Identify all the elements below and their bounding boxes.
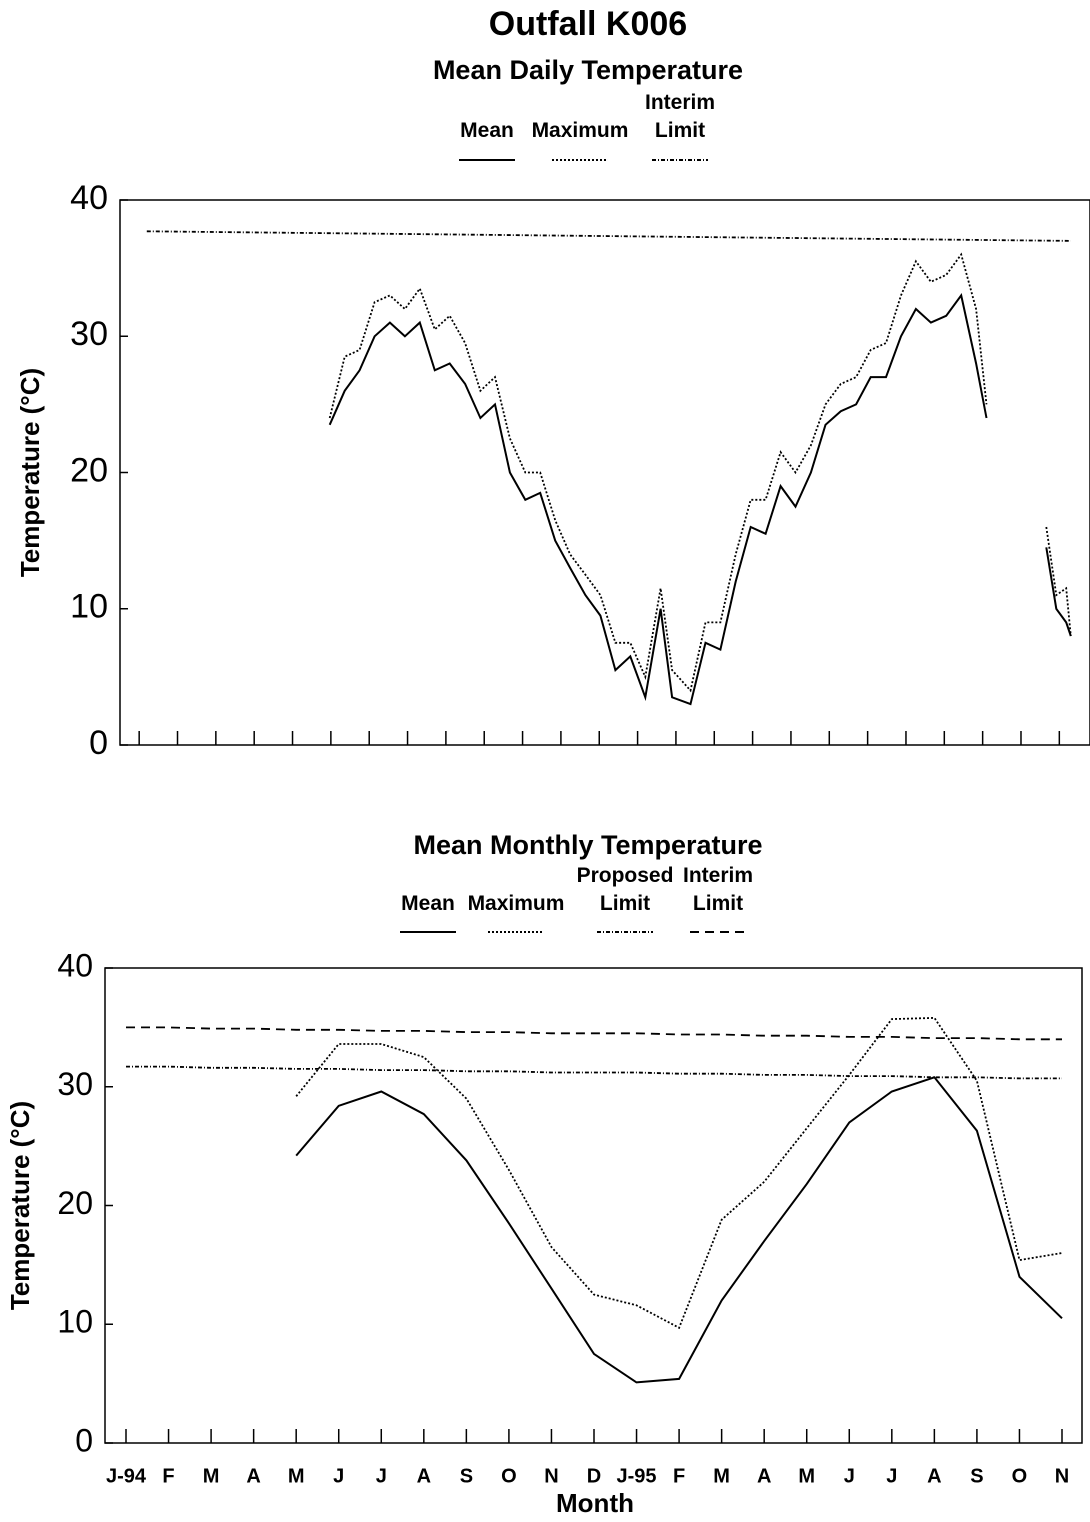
y-axis-label: Temperature (°C) (5, 1101, 35, 1310)
x-tick-label: S (970, 1465, 983, 1487)
y-tick-label: 10 (57, 1304, 93, 1340)
y-tick-label: 0 (75, 1422, 93, 1458)
x-tick-label: J (376, 1465, 387, 1487)
x-tick-label: F (162, 1465, 174, 1487)
legend-label: Mean (401, 892, 455, 915)
y-tick-label: 40 (57, 947, 93, 983)
x-tick-label: J (333, 1465, 344, 1487)
y-tick-label: 40 (70, 179, 108, 217)
legend-label: Maximum (531, 119, 629, 142)
series-line (295, 1076, 1063, 1384)
legend-label: Maximum (467, 892, 565, 915)
x-tick-label: M (288, 1465, 305, 1487)
x-tick-label: A (246, 1465, 260, 1487)
y-tick-label: 20 (57, 1185, 93, 1221)
y-tick-label: 30 (70, 315, 108, 353)
y-axis-label: Temperature (°C) (15, 368, 45, 577)
x-tick-label: O (501, 1465, 517, 1487)
plot-frame (104, 967, 1083, 1444)
x-tick-label: A (927, 1465, 941, 1487)
y-tick-label: 10 (70, 588, 108, 626)
series-line (328, 252, 1072, 693)
series-line (126, 1065, 1062, 1080)
x-tick-label: J-95 (617, 1465, 657, 1487)
legend-label: Interim Limit (644, 91, 715, 142)
x-tick-label: A (757, 1465, 771, 1487)
plot-frame (119, 199, 1090, 746)
page-title: Outfall K006 (489, 5, 687, 43)
x-tick-label: O (1012, 1465, 1028, 1487)
x-tick-label: M (203, 1465, 220, 1487)
series-line (295, 1016, 1063, 1330)
x-tick-label: S (460, 1465, 473, 1487)
chart-title: Mean Daily Temperature (433, 55, 743, 85)
x-tick-label: N (544, 1465, 558, 1487)
x-tick-label: M (713, 1465, 730, 1487)
legend-label: Proposed Limit (576, 864, 674, 915)
x-axis-label: Month (556, 1488, 634, 1518)
x-tick-label: J-94 (106, 1465, 147, 1487)
legend-label: Mean (460, 119, 514, 142)
series-line (328, 293, 1072, 706)
x-tick-label: F (673, 1465, 685, 1487)
chart-title: Mean Monthly Temperature (413, 830, 762, 860)
x-tick-label: J (886, 1465, 897, 1487)
x-tick-label: A (417, 1465, 431, 1487)
y-tick-label: 0 (89, 724, 108, 762)
legend-label: Interim Limit (682, 864, 753, 915)
x-tick-label: J (844, 1465, 855, 1487)
series-line (146, 230, 1071, 242)
series-line (126, 1026, 1062, 1041)
y-tick-label: 20 (70, 451, 108, 489)
x-tick-label: D (587, 1465, 601, 1487)
y-tick-label: 30 (57, 1066, 93, 1102)
x-tick-label: M (798, 1465, 815, 1487)
x-tick-label: N (1055, 1465, 1069, 1487)
